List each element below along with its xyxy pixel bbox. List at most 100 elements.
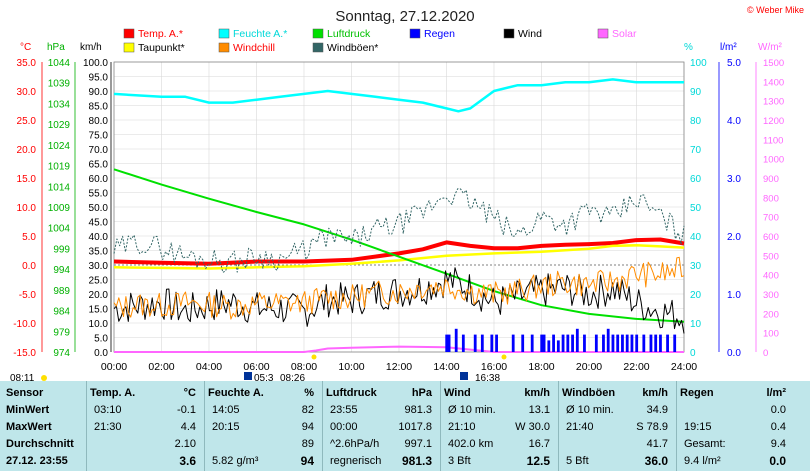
series-feuchte-a [113, 78, 684, 113]
stat-head: Feuchte A. [208, 387, 264, 399]
wind-tick: 5.0 [94, 334, 108, 345]
solar-tick: 200 [763, 309, 779, 320]
sun-icon [41, 375, 47, 381]
stat-value: 9.4 [770, 438, 786, 450]
solar-tick: 1200 [763, 116, 784, 127]
rain-bar [602, 334, 605, 352]
humidity-tick: 30 [690, 261, 702, 272]
humidity-tick: 40 [690, 232, 702, 243]
sensor-footer: 27.12. 23:55 [6, 455, 68, 467]
pressure-tick: 1019 [48, 162, 71, 173]
legend-label: Windchill [233, 42, 275, 54]
wind-tick: 0.0 [94, 348, 108, 359]
stat-foot-value: 94 [300, 454, 314, 468]
legend-label: Luftdruck [327, 28, 371, 40]
stat-value: 89 [301, 438, 314, 450]
rain-tick: 0.0 [727, 348, 741, 359]
pressure-tick: 1039 [48, 79, 71, 90]
pressure-tick: 989 [53, 286, 70, 297]
legend-swatch [597, 28, 609, 39]
rain-bar [530, 334, 534, 352]
stat-value: S 78.9 [636, 421, 668, 433]
legend-swatch [218, 28, 230, 39]
series-solar [114, 345, 684, 353]
wind-tick: 30.0 [89, 261, 109, 272]
wind-tick: 10.0 [89, 319, 109, 330]
legend-label: Temp. A.* [138, 28, 183, 40]
stat-sub: 20:15 [212, 421, 240, 433]
solar-tick: 300 [763, 290, 779, 301]
solar-tick: 900 [763, 174, 779, 185]
rain-bar [625, 334, 629, 352]
stat-value: 2.10 [174, 438, 196, 450]
grid [113, 61, 685, 353]
series-taupunkt [113, 244, 685, 270]
rain-bar [547, 340, 551, 352]
chart-title: Sonntag, 27.12.2020 [335, 8, 474, 25]
pressure-tick: 1009 [48, 203, 71, 214]
wind-tick: 25.0 [89, 276, 109, 287]
stat-sub: 21:40 [566, 421, 594, 433]
rain-bar [594, 334, 598, 352]
stat-head: Wind [444, 387, 471, 399]
temp-tick: 10.0 [17, 203, 37, 214]
rain-bar [552, 334, 555, 352]
stat-value: 981.3 [404, 404, 432, 416]
rain-bar [606, 328, 610, 352]
x-tick-label: 04:00 [196, 361, 222, 373]
stat-head: Temp. A. [90, 387, 136, 399]
temp-tick: -10.0 [13, 319, 36, 330]
stat-foot-sub: regnerisch [330, 455, 382, 467]
stat-value: 0.4 [770, 421, 786, 433]
stat-head: Luftdruck [326, 387, 377, 399]
moon-icon [244, 372, 252, 380]
rain-bar [480, 334, 484, 352]
stat-column-divider [86, 381, 87, 471]
stat-value: 34.9 [646, 404, 668, 416]
temp-tick: 15.0 [17, 174, 37, 185]
legend-label: Regen [424, 28, 455, 40]
legend-swatch [312, 28, 324, 39]
rain-unit: l/m² [720, 42, 737, 53]
humidity-tick: 70 [690, 145, 702, 156]
rain-bar [673, 334, 677, 352]
x-tick-label: 14:00 [433, 361, 459, 373]
stat-value: 94 [301, 421, 314, 433]
rain-tick: 5.0 [727, 58, 741, 69]
stat-unit: l/m² [766, 387, 786, 399]
wind-tick: 80.0 [89, 116, 109, 127]
x-tick-label: 00:00 [101, 361, 127, 373]
humidity-unit: % [684, 42, 693, 53]
rain-bar [490, 334, 494, 352]
stat-value: 41.7 [646, 438, 668, 450]
x-tick-label: 06:00 [243, 361, 269, 373]
legend-label: Feuchte A.* [233, 28, 287, 40]
axis-units: °C hPa km/h% l/m² W/m² [20, 42, 783, 53]
x-tick-label: 08:00 [291, 361, 317, 373]
humidity-tick: 50 [690, 203, 702, 214]
x-tick-label: 24:00 [671, 361, 697, 373]
rain-bar [571, 334, 574, 352]
solar-tick: 100 [763, 329, 779, 340]
stat-foot-sub: 5.82 g/m³ [212, 455, 259, 467]
wind-unit: km/h [80, 42, 102, 53]
series-layer [113, 78, 685, 353]
pressure-tick: 999 [53, 244, 70, 255]
temp-tick: 20.0 [17, 145, 37, 156]
stat-value: 16.7 [528, 438, 550, 450]
series-luftdruck [113, 168, 685, 323]
rain-bar [611, 334, 615, 352]
solar-tick: 1000 [763, 155, 784, 166]
legend-swatch [123, 28, 135, 39]
solar-tick: 800 [763, 193, 779, 204]
wind-tick: 35.0 [89, 247, 109, 258]
plot-border [113, 61, 685, 353]
wind-tick: 20.0 [89, 290, 109, 301]
stat-sub: Ø 10 min. [566, 404, 614, 416]
rain-bar [642, 334, 646, 352]
x-tick-label: 02:00 [148, 361, 174, 373]
stat-foot-sub: 3 Bft [448, 455, 471, 467]
credit-label: © Weber Mike [747, 5, 804, 15]
series-temp-a [113, 237, 685, 266]
sun-icon [501, 354, 507, 360]
